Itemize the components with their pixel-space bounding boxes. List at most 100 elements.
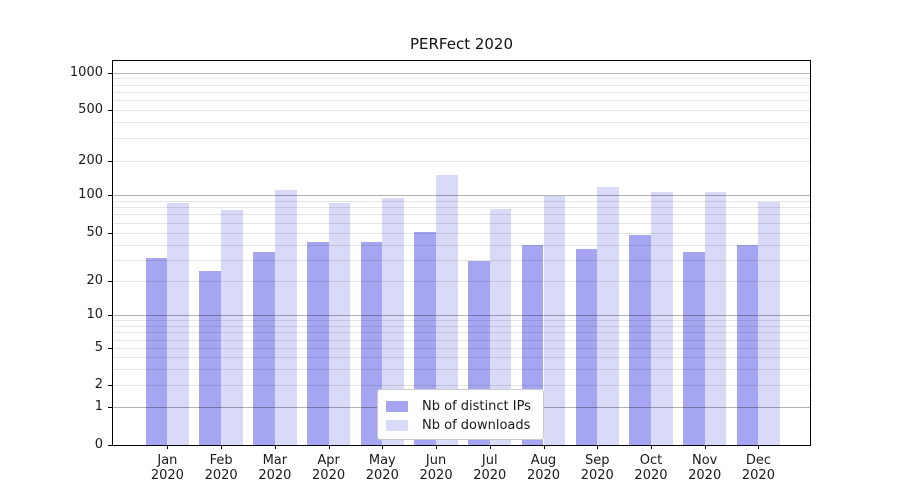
gridline-minor [113, 320, 810, 322]
gridline-major [113, 194, 810, 196]
x-tick-mark [436, 445, 438, 449]
x-tick-month: Jun [425, 453, 447, 468]
bar-downloads [597, 186, 619, 445]
y-tick-label: 200 [78, 152, 103, 168]
x-tick-month: Jul [481, 453, 498, 468]
y-tick-label: 1000 [69, 64, 103, 80]
gridline-minor [113, 244, 810, 246]
gridline-minor [113, 91, 810, 93]
y-tick-mark [108, 109, 113, 111]
x-tick-mark [758, 445, 760, 449]
y-tick-label: 1 [94, 398, 103, 414]
y-tick-label: 2 [94, 376, 103, 392]
x-tick-month: Feb [209, 453, 233, 468]
x-tick-year: 2020 [312, 468, 346, 483]
x-tick-label: Feb 2020 [181, 453, 261, 483]
bar-distinct-ips [629, 235, 651, 445]
x-tick-month: Apr [317, 453, 340, 468]
y-tick-mark [108, 72, 113, 74]
gridline-minor [113, 78, 810, 80]
x-tick-label: Mar 2020 [235, 453, 315, 483]
gridline-minor [113, 109, 810, 111]
gridline-minor [113, 122, 810, 124]
x-tick-year: 2020 [580, 468, 614, 483]
x-tick-label: Jul 2020 [450, 453, 530, 483]
bar-distinct-ips [683, 251, 705, 445]
x-tick-mark [704, 445, 706, 449]
x-tick-label: Sep 2020 [557, 453, 637, 483]
y-tick-label: 50 [86, 224, 103, 240]
legend: Nb of distinct IPs Nb of downloads [377, 389, 544, 440]
x-tick-year: 2020 [526, 468, 561, 483]
gridline-minor [113, 384, 810, 386]
y-tick-label: 100 [78, 186, 103, 202]
bar-distinct-ips [253, 251, 275, 445]
x-tick-year: 2020 [473, 468, 507, 483]
x-tick-month: Nov [692, 453, 718, 468]
y-tick-mark [108, 315, 113, 317]
y-tick-mark [108, 384, 113, 386]
y-tick-mark [108, 406, 113, 408]
gridline-minor [113, 207, 810, 209]
y-tick-mark [108, 194, 113, 196]
x-tick-year: 2020 [419, 468, 453, 483]
gridline-minor [113, 200, 810, 202]
gridline-minor [113, 339, 810, 341]
gridline-minor [113, 326, 810, 328]
plot-area: 0 1 2 5 10 20 50 100 200 500 1000 Jan 2020 Feb 2020 Ma… [70, 60, 811, 483]
x-tick-month: Dec [745, 453, 771, 468]
x-tick-mark [650, 445, 652, 449]
bar-downloads [221, 209, 243, 445]
x-tick-mark [274, 445, 276, 449]
gridline-minor [113, 222, 810, 224]
x-tick-year: 2020 [688, 468, 722, 483]
bar-downloads [650, 192, 673, 445]
legend-entry: Nb of distinct IPs [386, 397, 543, 416]
x-tick-mark [543, 445, 545, 449]
bar-distinct-ips [360, 241, 383, 445]
bar-downloads [274, 190, 297, 445]
gridline-minor [113, 100, 810, 102]
x-tick-label: May 2020 [342, 453, 422, 483]
x-tick-label: Jun 2020 [396, 453, 476, 483]
bar-downloads [489, 209, 512, 445]
bar-distinct-ips [306, 241, 329, 445]
legend-entry: Nb of downloads [386, 416, 543, 435]
gridline-minor [113, 368, 810, 370]
gridline-minor [113, 348, 810, 350]
gridline-minor [113, 232, 810, 234]
y-tick-mark [108, 280, 113, 282]
y-tick-label: 500 [78, 101, 103, 117]
x-tick-year: 2020 [150, 468, 184, 483]
x-tick-year: 2020 [741, 468, 775, 483]
x-tick-label: Oct 2020 [611, 453, 691, 483]
x-tick-label: Dec 2020 [718, 453, 798, 483]
bar-downloads [328, 202, 351, 445]
bar-downloads [436, 175, 458, 445]
x-tick-label: Aug 2020 [504, 453, 584, 483]
chart-title: PERFect 2020 [409, 35, 514, 53]
gridline-minor [113, 332, 810, 334]
y-tick-label: 10 [86, 307, 103, 323]
gridline-minor [113, 84, 810, 86]
bar-downloads [382, 197, 404, 445]
x-tick-mark [221, 445, 223, 449]
legend-swatch-distinct-ips [386, 401, 408, 412]
gridline-major [113, 315, 810, 317]
y-tick-label: 20 [86, 272, 103, 288]
x-tick-month: May [368, 453, 396, 468]
x-tick-year: 2020 [634, 468, 668, 483]
y-tick-mark [108, 232, 113, 234]
gridline-minor [113, 357, 810, 359]
bar-downloads [543, 196, 566, 445]
bar-distinct-ips [575, 248, 598, 445]
bar-downloads [704, 192, 727, 445]
gridline-minor [113, 138, 810, 140]
x-tick-month: Aug [530, 453, 557, 468]
bar-distinct-ips [145, 257, 168, 445]
x-tick-label: Apr 2020 [289, 453, 369, 483]
y-tick-mark [108, 160, 113, 162]
x-tick-label: Nov 2020 [665, 453, 745, 483]
gridline-minor [113, 214, 810, 216]
